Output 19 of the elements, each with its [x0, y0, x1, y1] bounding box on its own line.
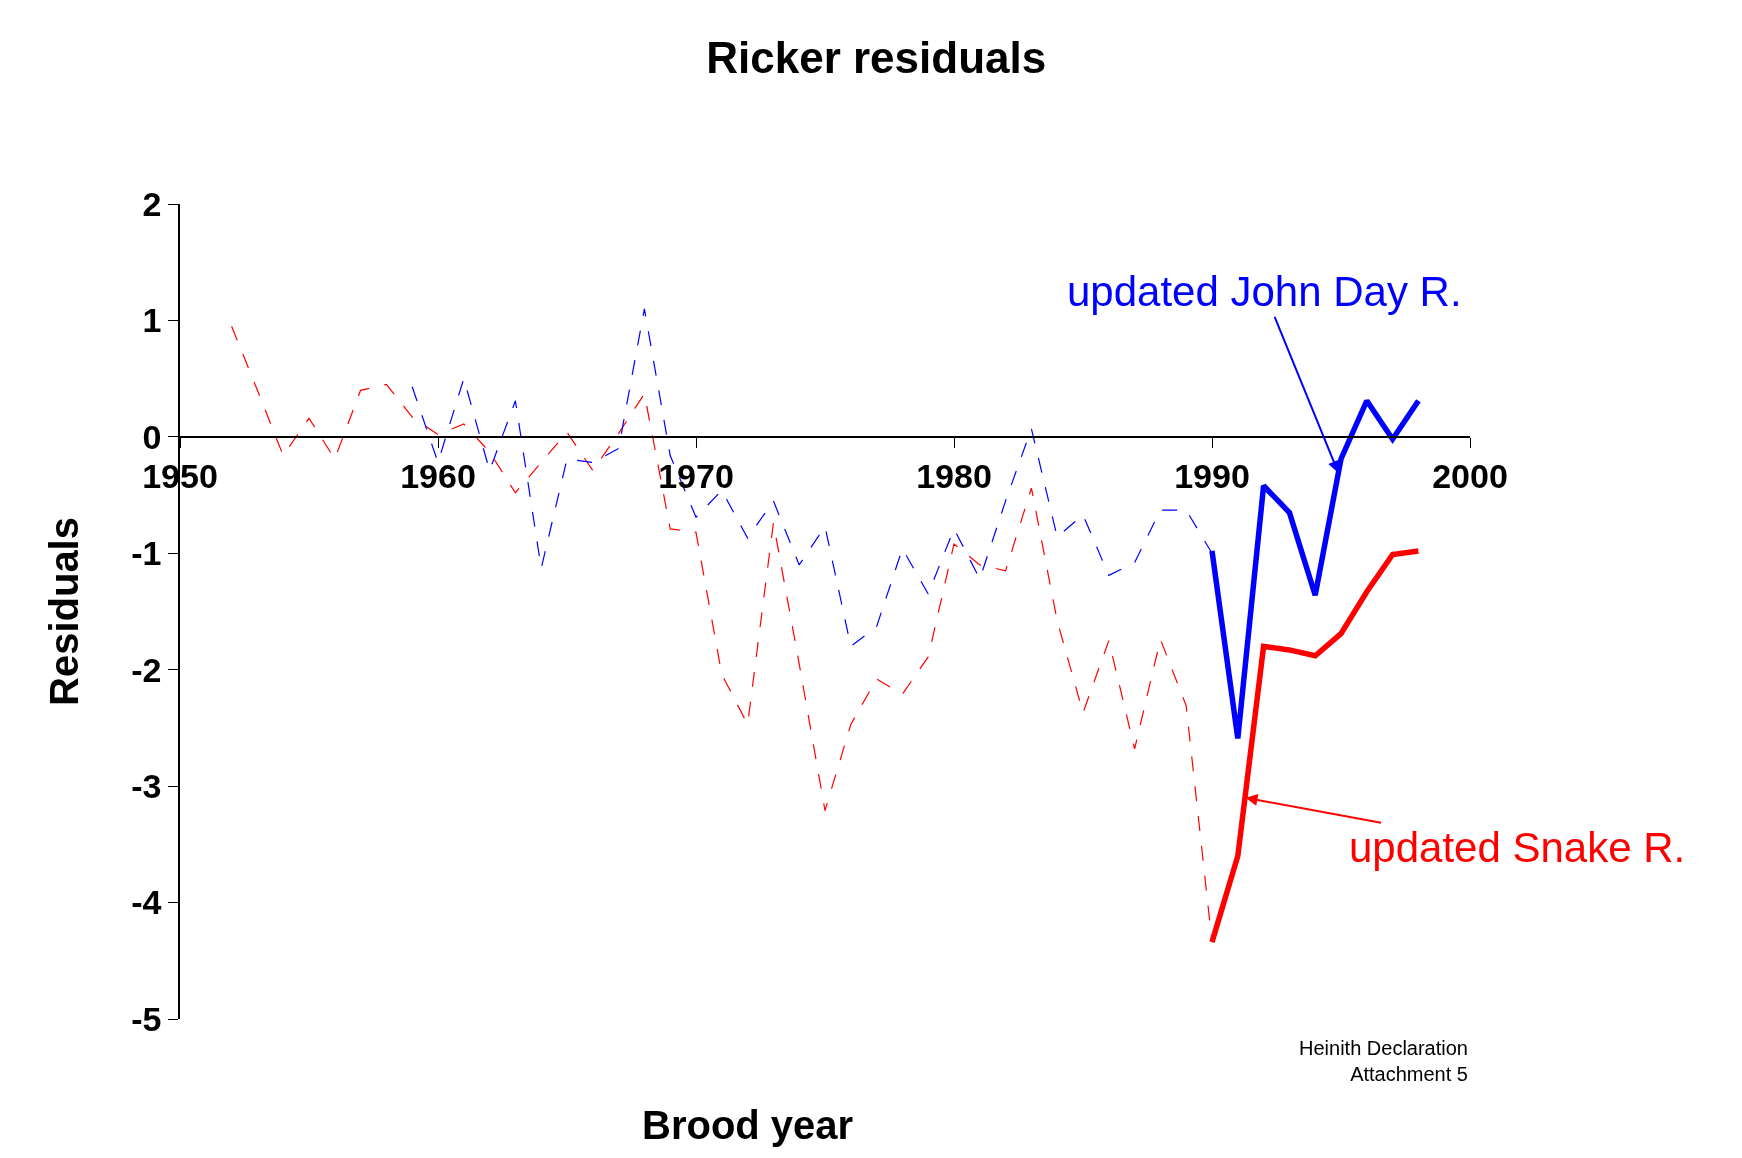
- x-tick-label: 1960: [400, 457, 476, 496]
- x-axis-title: Brood year: [642, 1103, 854, 1147]
- y-tick-label: -5: [131, 999, 162, 1038]
- y-tick-label: -2: [131, 650, 162, 689]
- x-tick-label: 1970: [658, 457, 734, 496]
- y-tick-label: 2: [142, 184, 162, 223]
- y-tick-label: 0: [142, 417, 162, 456]
- y-axis-title: Residuals: [42, 517, 87, 706]
- text: Heinith Declaration Attachment 5: [1299, 1037, 1468, 1085]
- annotation: updated John Day R.: [1067, 268, 1462, 315]
- annotation: updated Snake R.: [1349, 824, 1686, 871]
- y-tick-label: -1: [131, 534, 162, 573]
- x-tick-label: 1990: [1174, 457, 1250, 496]
- y-tick-label: -3: [131, 767, 162, 806]
- x-tick-label: 1980: [916, 457, 992, 496]
- y-tick-label: -4: [131, 883, 162, 922]
- x-tick-label: 2000: [1432, 457, 1508, 496]
- chart-title: Ricker residuals: [706, 33, 1047, 83]
- y-tick-label: 1: [142, 301, 162, 340]
